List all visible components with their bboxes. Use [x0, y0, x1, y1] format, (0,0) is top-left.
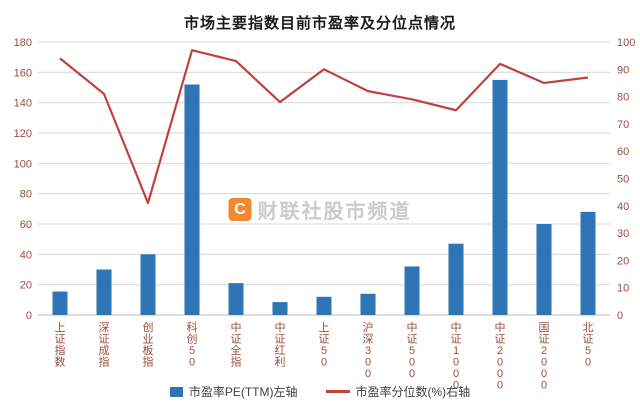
bar	[140, 254, 156, 315]
bar	[316, 296, 332, 315]
right-axis-tick: 100	[617, 37, 635, 49]
x-axis-label: 北证 5 0	[583, 321, 594, 369]
x-axis-label: 中证 1 0 0 0	[451, 321, 462, 392]
bar	[580, 211, 596, 315]
percentile-line	[59, 49, 589, 205]
right-axis-tick: 60	[617, 146, 629, 158]
bar	[52, 291, 68, 315]
bar	[492, 79, 508, 316]
bar-swatch-icon	[169, 386, 183, 397]
bar	[360, 293, 376, 315]
bar	[228, 283, 244, 315]
bar	[184, 84, 200, 315]
left-axis-tick: 80	[20, 189, 32, 201]
left-axis-tick: 180	[14, 37, 32, 49]
bar	[404, 266, 420, 315]
x-axis-label: 中证红利	[275, 321, 286, 369]
x-axis-label: 创业板指	[143, 321, 154, 369]
x-axis-label: 深证成指	[99, 321, 110, 369]
chart-title: 市场主要指数目前市盈率及分位点情况	[183, 15, 456, 32]
right-axis-tick: 30	[617, 228, 629, 240]
bar	[96, 269, 112, 315]
right-axis-tick: 20	[617, 255, 629, 267]
right-axis-tick: 80	[617, 92, 629, 104]
x-axis-label: 中证 5 0 0	[407, 321, 418, 380]
legend: 市盈率PE(TTM)左轴 市盈率分位数(%)右轴	[0, 383, 640, 400]
left-axis-tick: 40	[20, 249, 32, 261]
left-axis-tick: 100	[14, 158, 32, 170]
left-axis-tick: 140	[14, 98, 32, 110]
left-axis-tick: 60	[20, 219, 32, 231]
bar	[536, 224, 552, 315]
x-axis-label: 科创 5 0	[187, 320, 198, 369]
left-axis-tick: 120	[14, 128, 32, 140]
legend-item-pe: 市盈率PE(TTM)左轴	[169, 383, 298, 400]
x-axis-label: 国证 2 0 0 0	[539, 321, 550, 392]
x-axis-label: 沪深 3 0 0	[363, 320, 374, 380]
right-axis-tick: 70	[617, 119, 629, 131]
right-axis-tick: 10	[617, 283, 629, 295]
x-axis-label: 上证指数	[55, 321, 66, 369]
x-axis-label: 中证全指	[231, 321, 242, 369]
legend-label-percentile: 市盈率分位数(%)右轴	[355, 385, 471, 399]
legend-label-pe: 市盈率PE(TTM)左轴	[188, 385, 298, 399]
line-swatch-icon	[325, 390, 350, 393]
right-axis-tick: 40	[617, 201, 629, 213]
right-axis-tick: 50	[617, 174, 629, 186]
left-axis-tick: 0	[26, 310, 32, 322]
right-axis-tick: 90	[617, 64, 629, 76]
x-axis-label: 中证 2 0 0 0	[495, 321, 506, 392]
x-axis-label: 上证 5 0	[319, 321, 330, 369]
legend-item-percentile: 市盈率分位数(%)右轴	[325, 383, 471, 400]
left-axis-tick: 160	[14, 67, 32, 79]
bar	[448, 243, 464, 315]
left-axis-tick: 20	[20, 280, 32, 292]
bar	[272, 302, 288, 315]
right-axis-tick: 0	[617, 310, 623, 322]
